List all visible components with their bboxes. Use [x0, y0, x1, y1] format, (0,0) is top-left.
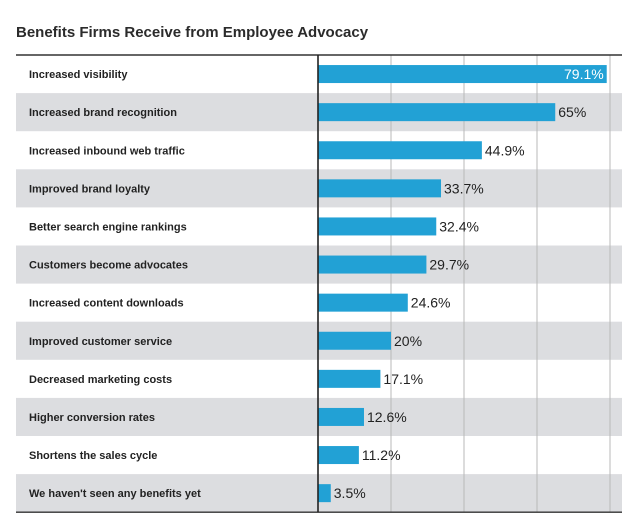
bar — [318, 484, 331, 503]
bar — [318, 103, 556, 122]
bar — [318, 217, 437, 236]
category-label: Shortens the sales cycle — [29, 450, 157, 462]
data-label: 24.6% — [411, 295, 451, 311]
category-label: Increased visibility — [29, 69, 128, 81]
data-label: 20% — [394, 333, 422, 349]
data-label: 11.2% — [362, 447, 401, 463]
category-label: Higher conversion rates — [29, 412, 155, 424]
bar — [318, 65, 607, 84]
data-label: 3.5% — [334, 485, 366, 501]
bar — [318, 407, 364, 426]
data-label: 65% — [558, 104, 586, 120]
data-label: 33.7% — [444, 180, 484, 196]
data-label: 79.1% — [564, 66, 604, 82]
category-label: We haven't seen any benefits yet — [29, 488, 201, 500]
category-label: Better search engine rankings — [29, 221, 187, 233]
chart-title: Benefits Firms Receive from Employee Adv… — [16, 24, 369, 41]
bar — [318, 179, 442, 198]
data-label: 17.1% — [383, 371, 423, 387]
data-label: 12.6% — [367, 409, 407, 425]
category-label: Increased content downloads — [29, 298, 184, 310]
bar — [318, 141, 482, 160]
bar — [318, 369, 381, 388]
category-label: Increased brand recognition — [29, 107, 177, 119]
data-label: 29.7% — [429, 257, 469, 273]
category-label: Improved customer service — [29, 336, 172, 348]
bar — [318, 446, 359, 465]
data-label: 44.9% — [485, 142, 525, 158]
category-label: Decreased marketing costs — [29, 374, 172, 386]
category-label: Improved brand loyalty — [29, 183, 151, 195]
bar — [318, 331, 391, 350]
category-label: Customers become advocates — [29, 260, 188, 272]
data-label: 32.4% — [439, 218, 479, 234]
bar — [318, 255, 427, 274]
bar — [318, 293, 408, 312]
category-label: Increased inbound web traffic — [29, 145, 185, 157]
